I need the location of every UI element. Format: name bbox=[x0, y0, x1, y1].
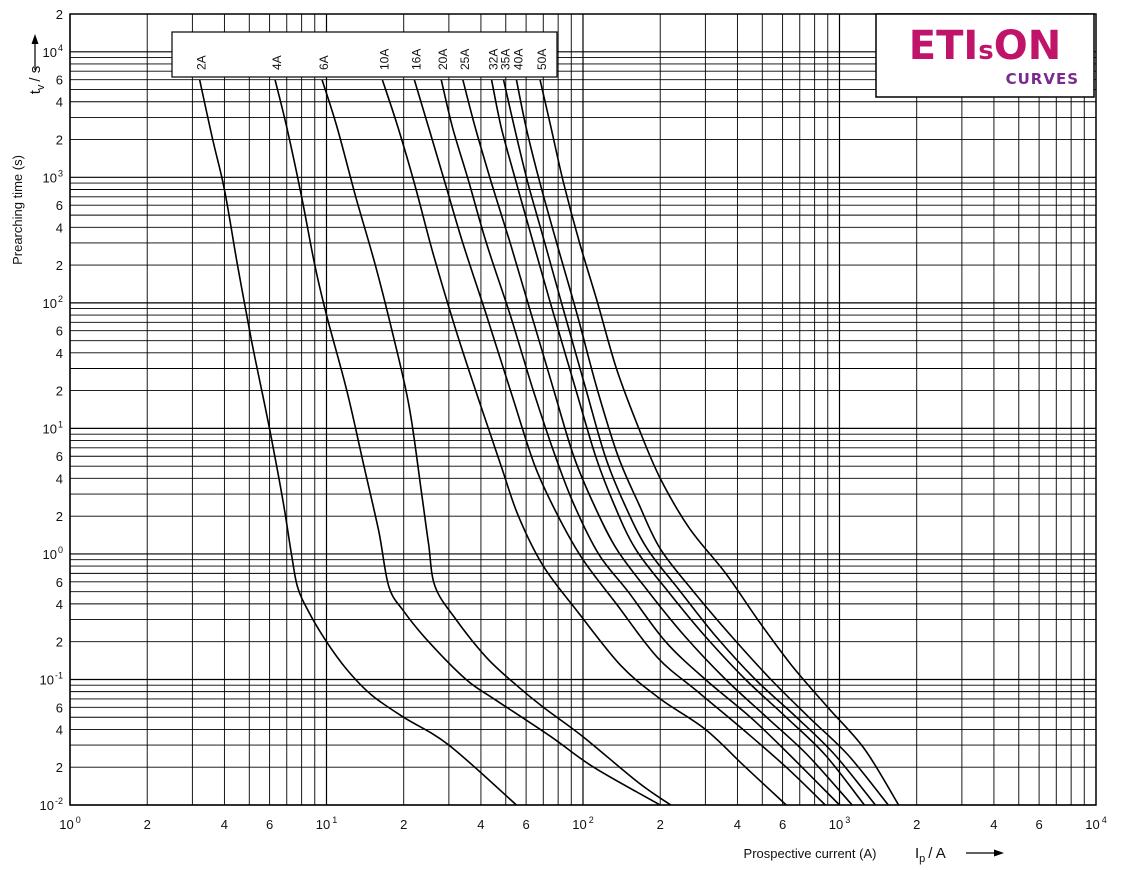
curve-4A bbox=[274, 79, 661, 806]
y-tick-label: 6 bbox=[56, 575, 63, 590]
x-unit-rest: / A bbox=[928, 845, 946, 862]
x-unit-label: Ip / A bbox=[915, 845, 946, 865]
x-tick-label: 2 bbox=[657, 817, 664, 832]
curve-50A bbox=[539, 79, 900, 806]
x-tick-label: 10 4 bbox=[1085, 815, 1106, 832]
y-tick-label: 4 bbox=[56, 471, 63, 486]
curve-35A bbox=[502, 79, 877, 806]
y-tick-label: 2 bbox=[56, 509, 63, 524]
x-tick-label: 10 3 bbox=[829, 815, 850, 832]
plot-frame bbox=[69, 13, 1097, 806]
x-unit-arrow bbox=[966, 849, 1004, 857]
x-tick-label: 10 2 bbox=[572, 815, 593, 832]
x-tick-label: 4 bbox=[221, 817, 228, 832]
svg-text:Ip/ A: Ip / A bbox=[915, 845, 946, 865]
y-unit-rest: / s bbox=[27, 66, 44, 82]
x-tick-label: 6 bbox=[266, 817, 273, 832]
x-unit-symbol: I bbox=[915, 845, 919, 862]
logo-subtitle: CURVES bbox=[1006, 70, 1079, 88]
y-tick-label: 4 bbox=[56, 95, 63, 110]
svg-text:tv/ s: tv / s bbox=[27, 66, 47, 95]
y-tick-label: 10-1 bbox=[40, 670, 63, 687]
logo-text-right: ON bbox=[994, 23, 1061, 69]
y-tick-label: 10-2 bbox=[40, 796, 63, 813]
logo-text: ETIsON bbox=[909, 23, 1061, 69]
x-tick-labels: 10 0 2 4 6 10 1 2 4 6 10 2 2 4 6 10 3 2 4 6 10 4 bbox=[59, 815, 1106, 832]
x-tick-label: 4 bbox=[990, 817, 997, 832]
series-label-2A: 2A bbox=[195, 55, 209, 70]
series-label-10A: 10A bbox=[377, 49, 391, 70]
y-tick-label: 103 bbox=[43, 168, 63, 185]
y-tick-label: 6 bbox=[56, 73, 63, 88]
y-tick-labels: 10-2 2 4 6 10-1 2 4 6 100 2 4 6 101 2 4 6 102 2 4 6 103 2 4 6 10… bbox=[40, 7, 63, 813]
x-tick-label: 4 bbox=[477, 817, 484, 832]
x-tick-label: 2 bbox=[913, 817, 920, 832]
y-tick-label: 102 bbox=[43, 294, 63, 311]
x-tick-label: 2 bbox=[400, 817, 407, 832]
x-tick-label: 4 bbox=[734, 817, 741, 832]
curve-6A bbox=[321, 79, 672, 806]
x-tick-label: 6 bbox=[1035, 817, 1042, 832]
y-tick-label: 101 bbox=[43, 419, 63, 436]
y-tick-label: 100 bbox=[43, 545, 63, 562]
y-tick-label: 104 bbox=[43, 43, 63, 60]
series-label-4A: 4A bbox=[270, 55, 284, 70]
label-box-frame bbox=[171, 31, 558, 78]
y-tick-label: 2 bbox=[56, 635, 63, 650]
series-label-25A: 25A bbox=[458, 49, 472, 70]
series-label-6A: 6A bbox=[317, 55, 331, 70]
x-tick-label: 10 0 bbox=[59, 815, 80, 832]
y-unit-arrow bbox=[31, 34, 39, 70]
series-label-50A: 50A bbox=[535, 49, 549, 70]
logo-text-left: ETI bbox=[909, 23, 979, 69]
y-unit-label: tv / s bbox=[27, 66, 47, 95]
series-label-35A: 35A bbox=[499, 49, 513, 70]
curve-20A bbox=[440, 79, 841, 806]
y-tick-label: 4 bbox=[56, 597, 63, 612]
y-tick-label: 2 bbox=[56, 760, 63, 775]
brand-logo: ETIsON CURVES bbox=[875, 13, 1095, 98]
x-axis-title: Prospective current (A) bbox=[744, 846, 877, 861]
y-tick-label: 2 bbox=[56, 7, 63, 22]
series-label-40A: 40A bbox=[511, 49, 525, 70]
x-tick-label: 10 1 bbox=[316, 815, 337, 832]
curve-group bbox=[198, 79, 900, 806]
y-tick-label: 4 bbox=[56, 346, 63, 361]
y-axis-title: Prearching time (s) bbox=[10, 155, 25, 265]
y-unit-symbol: t bbox=[27, 89, 44, 94]
curve-2A bbox=[198, 79, 517, 806]
series-label-16A: 16A bbox=[409, 49, 423, 70]
curve-32A bbox=[490, 79, 866, 806]
y-tick-label: 6 bbox=[56, 324, 63, 339]
y-tick-label: 4 bbox=[56, 220, 63, 235]
x-tick-label: 2 bbox=[144, 817, 151, 832]
y-tick-label: 6 bbox=[56, 700, 63, 715]
x-unit-subscript: p bbox=[919, 853, 925, 865]
curve-16A bbox=[413, 79, 826, 806]
y-tick-label: 4 bbox=[56, 722, 63, 737]
curve-25A bbox=[462, 79, 853, 806]
y-tick-label: 6 bbox=[56, 449, 63, 464]
x-tick-label: 6 bbox=[522, 817, 529, 832]
y-tick-label: 2 bbox=[56, 384, 63, 399]
logo-box bbox=[875, 13, 1095, 98]
series-label-32A: 32A bbox=[487, 49, 501, 70]
x-tick-label: 6 bbox=[779, 817, 786, 832]
curve-10A bbox=[381, 79, 787, 806]
curve-40A bbox=[515, 79, 889, 806]
logo-text-small: s bbox=[978, 36, 993, 66]
y-tick-label: 2 bbox=[56, 258, 63, 273]
y-unit-subscript: v bbox=[35, 84, 47, 90]
series-label-20A: 20A bbox=[436, 49, 450, 70]
y-tick-label: 6 bbox=[56, 198, 63, 213]
y-tick-label: 2 bbox=[56, 133, 63, 148]
